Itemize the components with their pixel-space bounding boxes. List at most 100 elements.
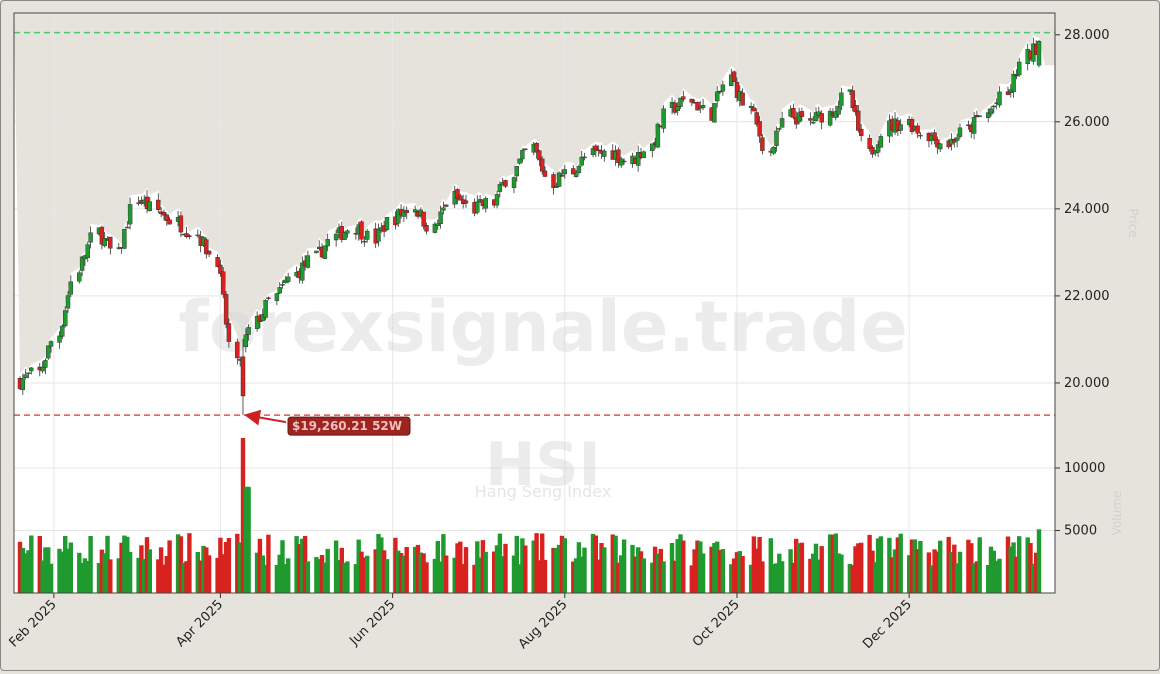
volume-bar bbox=[339, 547, 344, 593]
candle-body bbox=[77, 272, 82, 282]
volume-bar bbox=[712, 543, 717, 593]
volume-bar bbox=[461, 564, 466, 593]
candle-body bbox=[808, 118, 813, 121]
volume-bar bbox=[873, 562, 878, 593]
volume-bar bbox=[29, 535, 34, 593]
volume-bar bbox=[669, 543, 675, 593]
candle-body bbox=[856, 110, 861, 131]
candle-body bbox=[20, 378, 25, 390]
volume-bar bbox=[590, 533, 596, 593]
candle-body bbox=[813, 112, 819, 122]
volume-bar bbox=[1034, 552, 1039, 593]
candle-body bbox=[977, 115, 982, 117]
candle-body bbox=[796, 112, 802, 123]
price-axis-label: Price bbox=[1126, 208, 1140, 237]
volume-bar bbox=[65, 548, 71, 593]
candle-body bbox=[136, 202, 141, 205]
candle-body bbox=[384, 217, 390, 230]
volume-bar bbox=[689, 565, 694, 593]
low-annotation-box bbox=[287, 416, 411, 436]
volume-bar bbox=[912, 539, 917, 593]
candle-body bbox=[178, 215, 184, 233]
volume-bar bbox=[593, 535, 598, 593]
volume-bar bbox=[503, 543, 508, 593]
candle-body bbox=[675, 106, 680, 112]
candle-body bbox=[636, 152, 641, 166]
volume-bar bbox=[477, 557, 483, 593]
volume-bar bbox=[353, 564, 359, 593]
candle-body bbox=[246, 327, 251, 335]
candle-body bbox=[122, 228, 127, 249]
volume-bar bbox=[830, 534, 836, 593]
candle-body bbox=[127, 204, 133, 225]
volume-bar bbox=[1028, 543, 1033, 593]
volume-bar bbox=[480, 540, 486, 593]
volume-bar bbox=[158, 547, 164, 593]
candle-body bbox=[938, 143, 943, 150]
volume-bar bbox=[562, 538, 567, 593]
candle-body bbox=[511, 177, 517, 188]
volume-bar bbox=[243, 486, 248, 594]
volume-bar bbox=[432, 558, 438, 593]
candle-body bbox=[760, 137, 765, 151]
volume-bar bbox=[661, 561, 666, 593]
time-tick-label: Feb 2025 bbox=[7, 597, 60, 650]
volume-bar bbox=[280, 540, 285, 593]
volume-bar bbox=[952, 544, 957, 593]
volume-bar bbox=[571, 561, 576, 593]
candle-body bbox=[748, 105, 754, 108]
volume-bar bbox=[966, 539, 971, 593]
candle-body bbox=[167, 219, 172, 225]
volume-bar bbox=[616, 562, 621, 593]
volume-bar bbox=[77, 552, 82, 593]
volume-bar bbox=[630, 544, 635, 593]
volume-bar bbox=[514, 535, 519, 593]
volume-bar bbox=[435, 541, 440, 593]
volume-bar bbox=[167, 540, 172, 593]
volume-bar bbox=[652, 546, 658, 593]
candle-body bbox=[263, 300, 268, 318]
candle-body bbox=[520, 150, 525, 160]
volume-bar bbox=[658, 548, 663, 593]
candle-body bbox=[935, 139, 940, 148]
candle-body bbox=[240, 356, 246, 397]
candle-body bbox=[678, 97, 683, 107]
volume-bar bbox=[740, 556, 745, 593]
volume-bar bbox=[438, 561, 443, 593]
volume-bar bbox=[890, 557, 895, 593]
volume-bar bbox=[142, 559, 147, 593]
volume-bar bbox=[472, 564, 477, 593]
candle-body bbox=[280, 284, 285, 286]
volume-bar bbox=[1011, 542, 1016, 593]
candle-body bbox=[421, 211, 426, 227]
volume-bar bbox=[1017, 536, 1022, 593]
volume-bar bbox=[619, 555, 624, 593]
volume-bar bbox=[483, 551, 488, 593]
volume-bar bbox=[396, 550, 401, 593]
candle-body bbox=[161, 211, 167, 216]
volume-bar bbox=[799, 542, 805, 593]
volume-bar bbox=[204, 547, 209, 593]
candle-body bbox=[757, 121, 762, 137]
volume-bar bbox=[286, 558, 291, 593]
candle-body bbox=[771, 146, 776, 154]
volume-bar bbox=[345, 561, 350, 593]
candle-body bbox=[991, 105, 996, 108]
candle-body bbox=[616, 149, 621, 163]
candle-body bbox=[88, 232, 93, 243]
volume-bar bbox=[365, 555, 370, 593]
candle-body bbox=[689, 98, 694, 103]
volume-bar bbox=[376, 534, 381, 593]
volume-bar bbox=[791, 562, 796, 593]
volume-bar bbox=[156, 559, 161, 593]
candle-body bbox=[715, 91, 720, 102]
candle-body bbox=[438, 211, 443, 225]
time-tick-label: Jun 2025 bbox=[346, 597, 398, 649]
candle-body bbox=[754, 112, 759, 125]
candle-body bbox=[147, 201, 153, 211]
volume-bar bbox=[582, 547, 587, 593]
volume-bar bbox=[833, 533, 838, 593]
volume-bar bbox=[596, 559, 601, 593]
volume-bar bbox=[720, 549, 726, 593]
volume-bar bbox=[579, 556, 584, 593]
